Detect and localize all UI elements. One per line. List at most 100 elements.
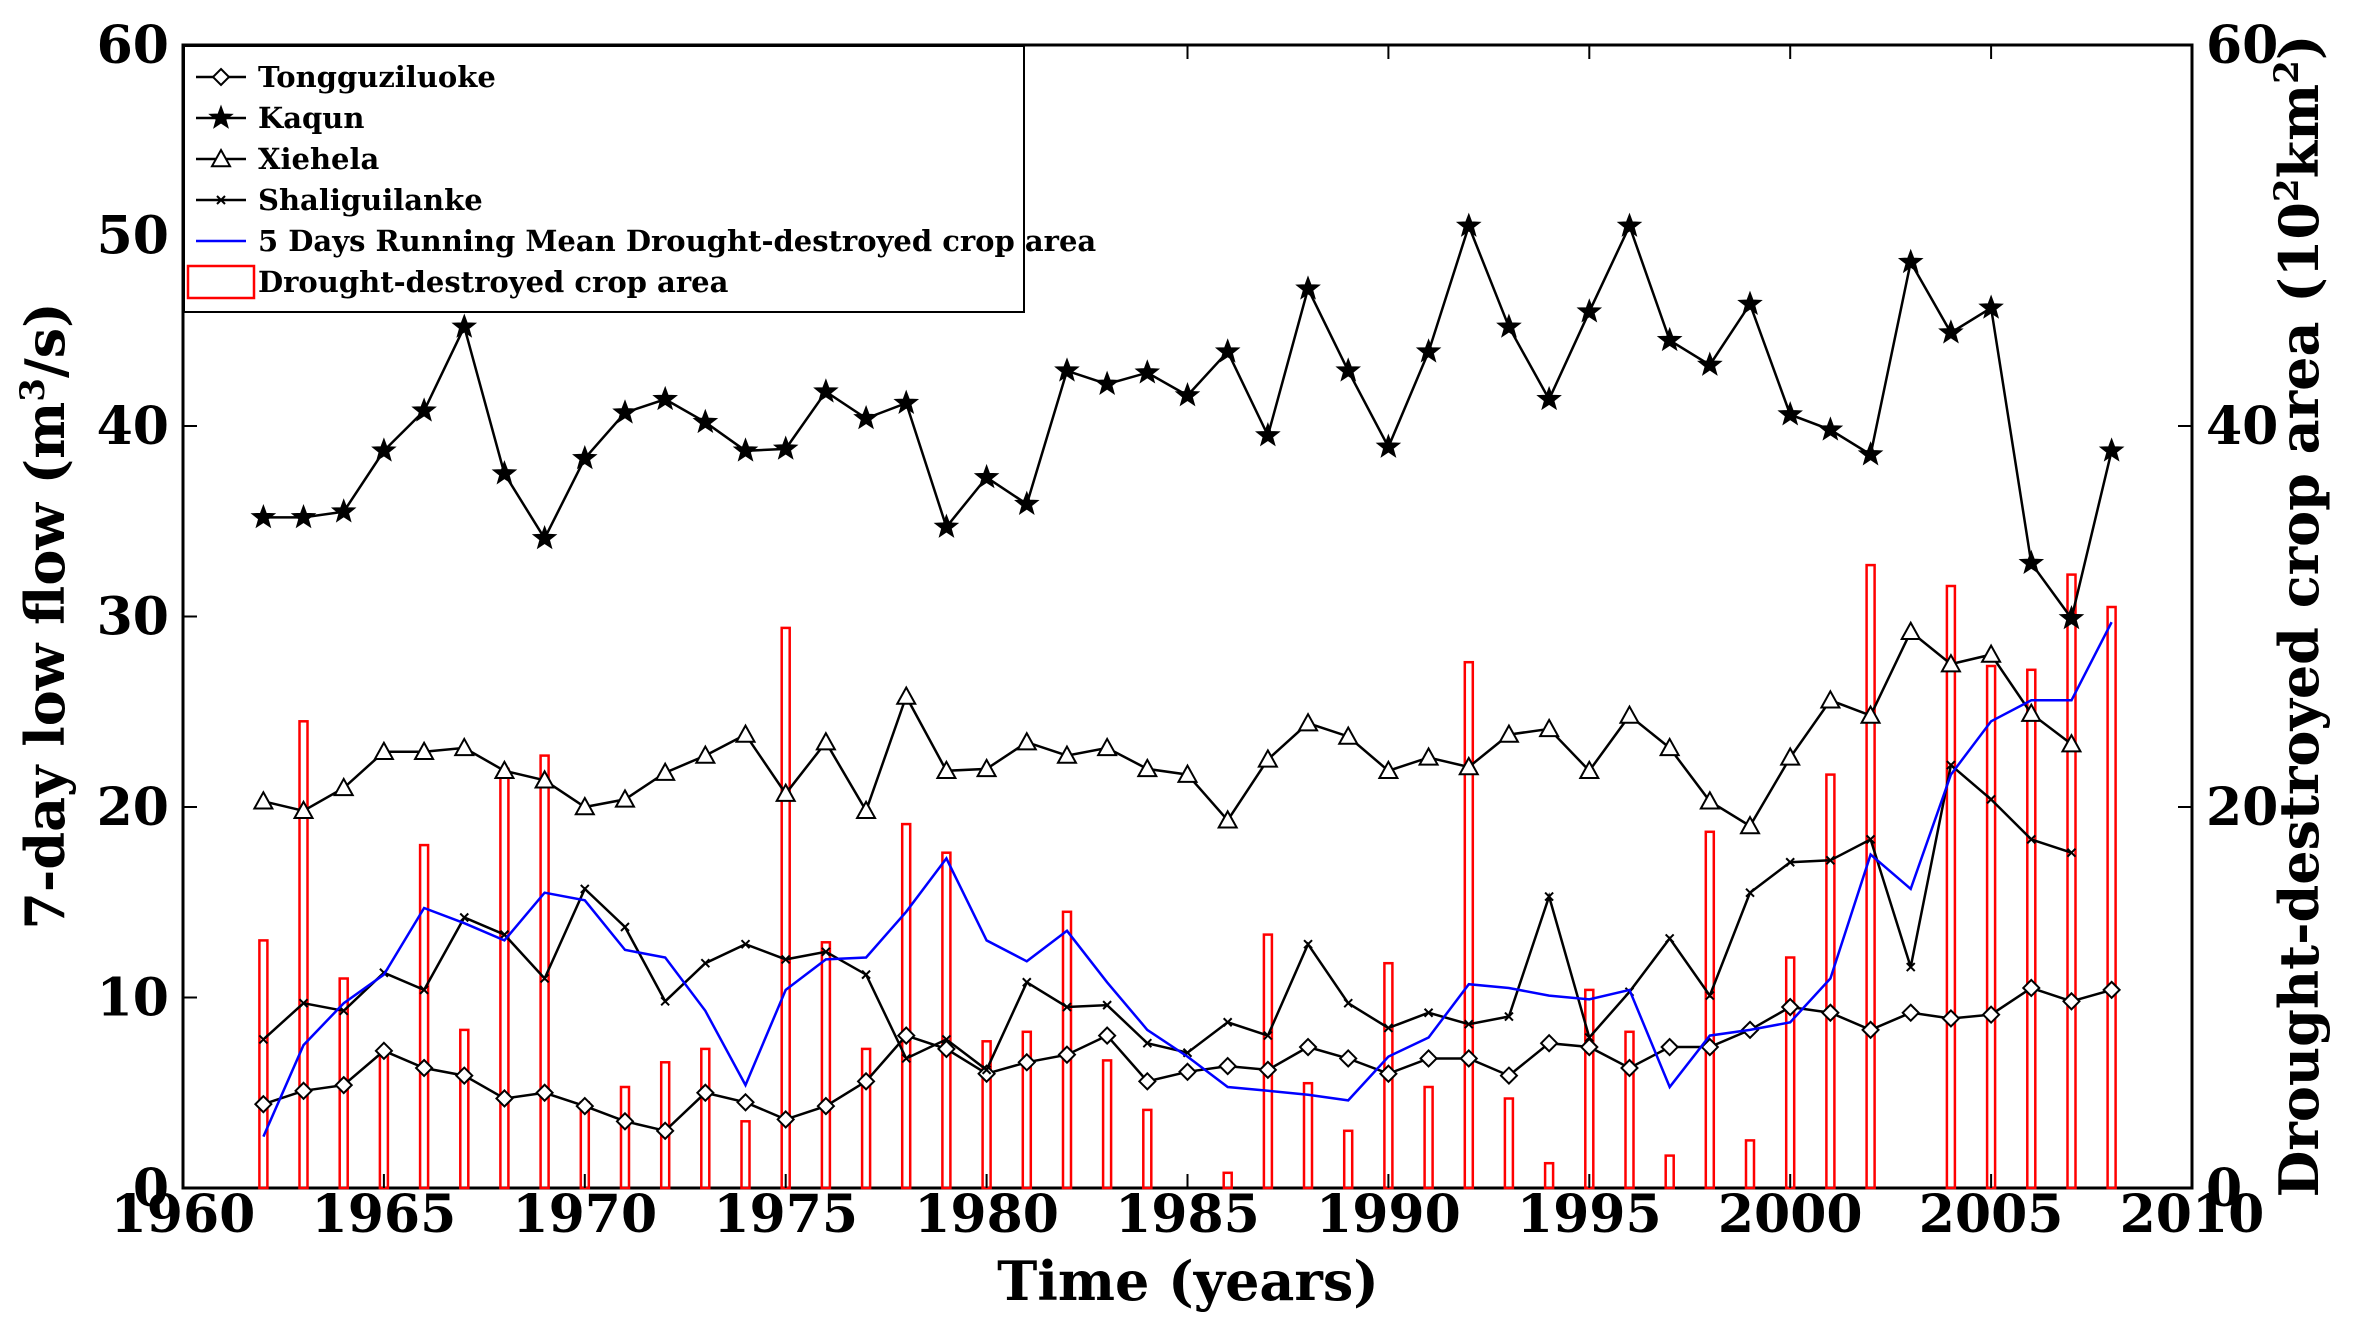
point-xiehela-1964 — [333, 776, 355, 797]
x-tick-label: 1985 — [1115, 1184, 1260, 1245]
x-marker — [1986, 794, 1996, 805]
series-shaliguilanke — [258, 760, 2077, 1075]
point-kaqun-1976 — [813, 378, 839, 403]
point-shaliguilanke-2007 — [2066, 848, 2077, 858]
point-tongguziluoke-1985 — [1178, 1062, 1197, 1082]
crop-area-bar-1963 — [298, 720, 309, 1190]
star-marker — [692, 408, 719, 434]
diamond-marker — [1378, 1064, 1398, 1084]
legend-marker — [208, 104, 234, 129]
triangle-marker — [1257, 748, 1279, 768]
crop-area-bar-1977 — [860, 1047, 872, 1190]
point-shaliguilanke-1988 — [1303, 939, 1313, 949]
left-y-axis-title: 7-day low flow (m3/s) — [13, 302, 77, 929]
diamond-marker — [1660, 1037, 1680, 1057]
diamond-marker — [2021, 978, 2041, 998]
point-tongguziluoke-1994 — [1539, 1033, 1559, 1053]
y-left-tick-label: 50 — [97, 206, 169, 267]
point-xiehela-1984 — [1136, 757, 1159, 778]
diamond-marker — [454, 1066, 474, 1086]
legend-marker — [211, 67, 231, 87]
point-shaliguilanke-1975 — [780, 954, 791, 965]
triangle-marker — [413, 740, 435, 760]
point-tongguziluoke-1988 — [1298, 1037, 1318, 1057]
star-marker — [290, 503, 317, 529]
point-shaliguilanke-1978 — [901, 1053, 911, 1064]
point-kaqun-1998 — [1697, 351, 1723, 376]
x-marker — [1745, 888, 1755, 898]
crop-area-bar-1962 — [258, 939, 269, 1190]
point-kaqun-1999 — [1737, 290, 1763, 315]
triangle-marker — [292, 799, 315, 820]
star-marker — [572, 444, 598, 470]
diamond-marker — [615, 1111, 635, 1131]
x-tick-label: 2000 — [1718, 1184, 1863, 1245]
point-tongguziluoke-1990 — [1378, 1064, 1398, 1084]
crop-area-bar-1993 — [1503, 1097, 1515, 1190]
star-marker — [1214, 338, 1241, 363]
point-tongguziluoke-1987 — [1258, 1060, 1278, 1080]
x-marker — [2066, 848, 2077, 858]
point-kaqun-1980 — [973, 463, 1000, 489]
triangle-marker — [815, 731, 837, 751]
diamond-marker — [937, 1039, 956, 1059]
point-xiehela-1965 — [373, 740, 395, 760]
crop-area-bar-1996 — [1624, 1030, 1635, 1190]
star-marker — [1817, 416, 1844, 441]
star-marker — [2058, 604, 2085, 630]
right-y-title-end: ) — [2267, 35, 2331, 61]
point-tongguziluoke-1978 — [896, 1026, 916, 1046]
point-shaliguilanke-1995 — [1584, 1032, 1595, 1043]
point-shaliguilanke-2004 — [1946, 760, 1956, 770]
triangle-marker — [1940, 653, 1962, 673]
point-tongguziluoke-2003 — [1901, 1003, 1921, 1023]
point-xiehela-1987 — [1257, 748, 1279, 768]
point-tongguziluoke-1995 — [1579, 1037, 1599, 1057]
point-xiehela-1968 — [493, 759, 516, 780]
point-kaqun-1983 — [1094, 370, 1120, 395]
crop-area-bar-2006 — [2026, 668, 2037, 1190]
star-marker — [1174, 382, 1201, 407]
legend: Tongguziluoke Kaqun Xiehela Shaliguilanke 5 … — [183, 45, 1096, 313]
point-tongguziluoke-1992 — [1459, 1049, 1479, 1068]
point-kaqun-1991 — [1415, 338, 1442, 363]
point-tongguziluoke-1996 — [1620, 1058, 1639, 1078]
point-shaliguilanke-1962 — [258, 1034, 269, 1045]
crop-area-bar-1999 — [1744, 1139, 1756, 1190]
x-marker — [1303, 939, 1313, 949]
star-marker — [1094, 370, 1120, 395]
point-shaliguilanke-1967 — [459, 912, 469, 923]
triangle-marker — [1578, 759, 1600, 780]
triangle-marker — [493, 759, 516, 780]
triangle-marker — [1417, 746, 1440, 766]
point-xiehela-1996 — [1618, 704, 1641, 724]
crop-area-bar-1979 — [941, 851, 952, 1190]
star-marker — [1777, 401, 1803, 426]
diamond-marker — [334, 1075, 354, 1095]
point-shaliguilanke-1972 — [660, 996, 670, 1007]
triangle-marker — [1699, 790, 1721, 810]
point-tongguziluoke-1967 — [454, 1066, 474, 1086]
star-marker — [1054, 357, 1080, 382]
triangle-marker — [1297, 712, 1319, 732]
legend-marker — [216, 195, 226, 205]
point-xiehela-1990 — [1377, 759, 1400, 780]
star-marker — [371, 437, 397, 462]
point-xiehela-1989 — [1337, 725, 1359, 745]
x-tick-label: 2010 — [2120, 1184, 2265, 1245]
point-shaliguilanke-2003 — [1906, 962, 1916, 972]
star-marker — [1335, 357, 1361, 382]
x-axis-title: Time (years) — [997, 1249, 1379, 1313]
star-marker — [853, 404, 879, 430]
diamond-marker — [1338, 1049, 1358, 1068]
point-kaqun-1971 — [612, 399, 638, 424]
crop-area-bar-1971 — [619, 1085, 631, 1190]
point-xiehela-1967 — [453, 736, 475, 757]
point-tongguziluoke-1977 — [856, 1071, 876, 1091]
point-shaliguilanke-1993 — [1504, 1011, 1514, 1022]
point-xiehela-2007 — [2060, 733, 2083, 753]
x-marker — [339, 1006, 349, 1016]
left-y-title-end: /s) — [13, 302, 77, 378]
point-shaliguilanke-1994 — [1544, 891, 1554, 902]
star-marker — [732, 437, 759, 462]
